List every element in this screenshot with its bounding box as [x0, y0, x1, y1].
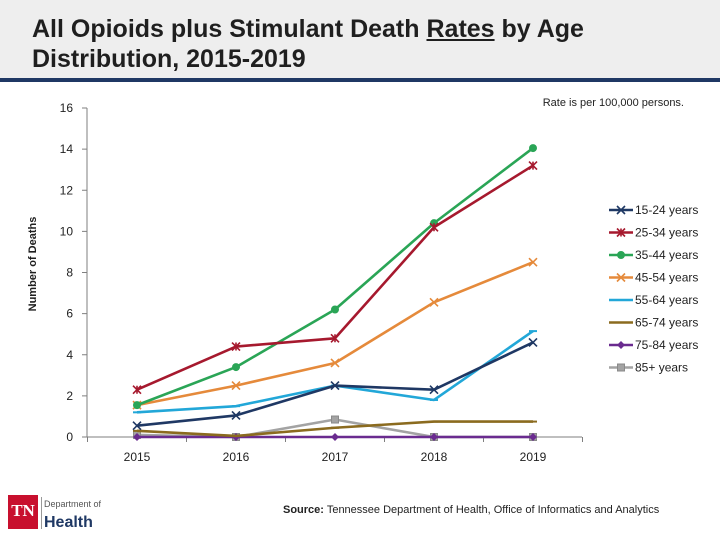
legend-label-75-84-years: 75-84 years — [635, 338, 698, 352]
y-tick-label: 16 — [60, 101, 74, 115]
data-point-25-34-years — [330, 333, 340, 343]
legend-label-65-74-years: 65-74 years — [635, 316, 698, 330]
logo-title: Health — [44, 514, 93, 531]
data-point-15-24-years — [429, 385, 439, 395]
title-bar: All Opioids plus Stimulant Death Rates b… — [0, 0, 720, 78]
x-tick-label: 2015 — [124, 450, 151, 464]
data-point-75-84-years — [133, 433, 141, 441]
data-point-35-44-years — [529, 144, 537, 153]
legend-label-25-34-years: 25-34 years — [635, 226, 698, 240]
legend-marker-35-44-years — [617, 251, 625, 259]
data-point-35-44-years — [133, 401, 141, 410]
series-line-25-34-years — [136, 164, 534, 391]
data-point-25-34-years — [528, 161, 538, 171]
data-point-45-54-years — [528, 257, 538, 267]
y-tick-label: 0 — [66, 430, 73, 444]
data-point-85-years — [331, 415, 339, 424]
source-label: Source: — [283, 504, 324, 516]
y-tick-label: 8 — [66, 266, 73, 280]
data-point-75-84-years — [529, 433, 537, 441]
series-line-35-44-years — [136, 147, 534, 407]
data-point-15-24-years — [231, 410, 241, 420]
x-tick-label: 2018 — [421, 450, 448, 464]
source-text: Tennessee Department of Health, Office o… — [323, 504, 660, 516]
data-point-35-44-years — [331, 305, 339, 314]
legend-marker-75-84-years — [617, 341, 625, 349]
x-tick-label: 2017 — [322, 450, 349, 464]
x-tick-label: 2016 — [223, 450, 250, 464]
legend-marker-25-34-years — [616, 227, 626, 238]
source-note: Source: Tennessee Department of Health, … — [283, 504, 703, 516]
legend-label-55-64-years: 55-64 years — [635, 293, 698, 307]
data-point-75-84-years — [430, 433, 438, 441]
data-point-15-24-years — [528, 337, 538, 347]
data-point-35-44-years — [232, 363, 240, 372]
rate-note: Rate is per 100,000 persons. — [542, 97, 684, 109]
y-tick-label: 12 — [60, 183, 74, 197]
data-point-25-34-years — [132, 385, 142, 395]
y-tick-label: 2 — [66, 389, 73, 403]
logo-separator — [41, 497, 42, 529]
data-point-25-34-years — [429, 222, 439, 232]
legend-label-35-44-years: 35-44 years — [635, 248, 698, 262]
title-part-1: All Opioids plus Stimulant Death — [32, 15, 427, 43]
legend-marker-45-54-years — [616, 272, 626, 283]
title-rule — [0, 78, 720, 82]
y-tick-label: 14 — [60, 142, 74, 156]
y-tick-label: 6 — [66, 307, 73, 321]
y-tick-label: 4 — [66, 348, 73, 362]
legend-label-45-54-years: 45-54 years — [635, 271, 698, 285]
y-tick-label: 10 — [60, 224, 74, 238]
data-point-45-54-years — [231, 381, 241, 391]
legend-label-15-24-years: 15-24 years — [635, 203, 698, 217]
data-point-45-54-years — [429, 297, 439, 307]
logo-subtitle: Department of — [44, 499, 102, 509]
chart-title: All Opioids plus Stimulant Death Rates b… — [32, 14, 692, 74]
data-point-45-54-years — [330, 358, 340, 368]
data-point-75-84-years — [331, 433, 339, 441]
title-part-2: by Age Distribution, 2015-2019 — [32, 15, 584, 73]
title-underlined-word: Rates — [426, 15, 495, 43]
legend-marker-15-24-years — [616, 205, 626, 215]
x-tick-label: 2019 — [520, 450, 547, 464]
data-point-25-34-years — [231, 341, 241, 352]
series-line-15-24-years — [136, 341, 534, 427]
legend-label-85-years: 85+ years — [635, 361, 688, 375]
data-point-15-24-years — [330, 381, 340, 391]
legend-marker-85-years — [617, 363, 625, 372]
data-point-15-24-years — [132, 421, 142, 431]
tn-logo: TN — [8, 495, 38, 529]
